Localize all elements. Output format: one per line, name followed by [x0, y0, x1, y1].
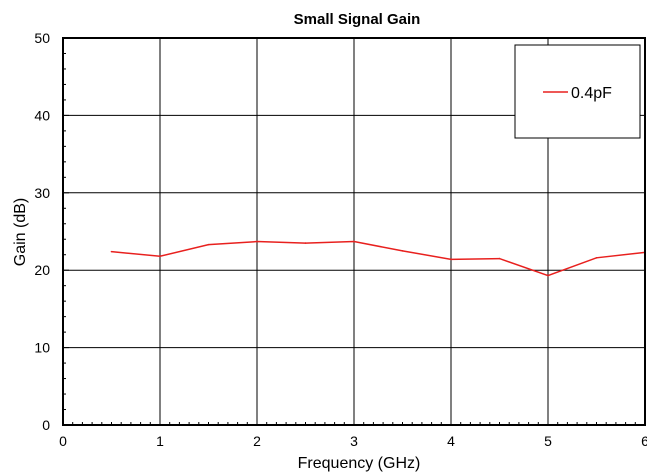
data-point	[304, 242, 307, 244]
x-tick-label: 1	[156, 433, 164, 449]
legend-label: 0.4pF	[571, 85, 612, 102]
series-layer	[110, 240, 646, 277]
data-point	[110, 250, 113, 253]
data-point	[401, 250, 404, 252]
x-tick-label: 0	[59, 433, 67, 449]
data-point	[450, 258, 452, 261]
chart-title: Small Signal Gain	[294, 11, 421, 28]
y-tick-label: 40	[34, 107, 50, 123]
y-axis-title: Gain (dB)	[12, 198, 29, 266]
data-point	[256, 240, 258, 243]
y-tick-label: 0	[42, 417, 50, 433]
y-tick-label: 30	[34, 185, 50, 201]
x-tick-label: 3	[350, 433, 358, 449]
x-tick-label: 4	[447, 433, 455, 449]
data-point	[159, 255, 161, 258]
x-tick-label: 2	[253, 433, 261, 449]
data-point	[595, 257, 598, 259]
x-tick-label: 5	[544, 433, 552, 449]
data-point	[207, 243, 210, 246]
y-tick-label: 20	[34, 262, 50, 278]
data-point	[547, 274, 549, 277]
legend: 0.4pF	[514, 44, 641, 139]
plot-frame	[62, 37, 646, 426]
y-tick-label: 50	[34, 30, 50, 46]
legend-box	[514, 44, 641, 139]
y-tick-label: 10	[34, 340, 50, 356]
data-point	[353, 240, 355, 243]
x-tick-label: 6	[641, 433, 647, 449]
data-point	[498, 257, 501, 260]
x-tick-labels: 0 1 2 3 4 5 6	[59, 433, 647, 449]
series-line-0.4pf	[111, 240, 646, 277]
y-tick-labels: 0 10 20 30 40 50	[34, 30, 50, 433]
x-axis-title: Frequency (GHz)	[298, 455, 421, 472]
